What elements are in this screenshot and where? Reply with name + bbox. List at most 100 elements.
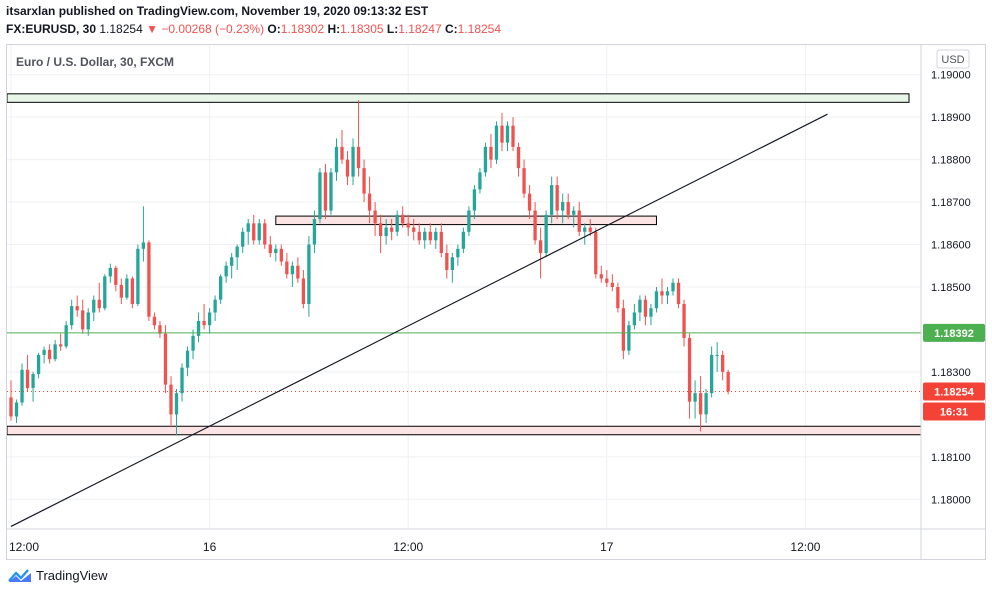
candle-body	[307, 244, 311, 304]
symbol-label: FX:EURUSD, 30	[6, 22, 97, 36]
candle-body	[218, 276, 223, 300]
chart-frame[interactable]: 1.19000 1.18900 1.18800 1.18700 1.18600 1.185…	[6, 44, 986, 560]
candle-body	[285, 261, 289, 275]
price-tick-label: 1.18700	[931, 197, 971, 209]
candle-body	[434, 231, 438, 241]
candle-body	[561, 202, 565, 211]
candle-body	[721, 354, 725, 372]
candle-body	[373, 210, 377, 224]
candle-body	[263, 223, 267, 245]
candle-body	[274, 248, 278, 254]
close-value: 1.18254	[457, 22, 502, 36]
candle-body	[58, 344, 63, 347]
price-tick-label: 1.18800	[931, 155, 971, 167]
candle-body	[621, 308, 626, 351]
candle-body	[390, 227, 394, 232]
candle-body	[130, 278, 135, 304]
candle-body	[362, 168, 366, 194]
time-tick-label: 12:00	[9, 540, 39, 554]
candle-body	[660, 291, 664, 296]
candle-body	[516, 146, 521, 169]
candle-body	[632, 312, 637, 326]
candle-body	[671, 282, 675, 292]
candle-body	[64, 325, 68, 347]
candle-body	[207, 312, 212, 326]
candle-body	[42, 349, 46, 355]
candle-body	[726, 371, 730, 392]
change-value: ▼ −0.00268 (−0.23%)	[146, 22, 265, 36]
candle-body	[246, 223, 250, 232]
candle-body	[627, 325, 631, 351]
candles	[9, 100, 730, 436]
candle-body	[296, 265, 300, 279]
candle-body	[185, 350, 190, 368]
candle-body	[141, 242, 146, 249]
candle-body	[196, 320, 201, 336]
candle-body	[180, 367, 184, 394]
candle-body	[312, 219, 317, 245]
tradingview-logo-icon[interactable]	[8, 568, 32, 583]
candle-body	[538, 240, 543, 254]
ohlc-line: FX:EURUSD, 30 1.18254 ▼ −0.00268 (−0.23%…	[6, 22, 501, 36]
candle-body	[119, 284, 123, 298]
candle-body	[500, 125, 504, 143]
candle-body	[605, 278, 609, 283]
candle-body	[75, 306, 79, 311]
candle-body	[494, 125, 499, 160]
candle-body	[147, 242, 151, 317]
candle-body	[406, 223, 410, 228]
candle-body	[14, 402, 19, 417]
candle-body	[53, 344, 57, 360]
candle-body	[70, 306, 74, 326]
price-tick-label: 1.18600	[931, 240, 971, 252]
candle-body	[698, 393, 703, 415]
candle-body	[616, 287, 620, 309]
countdown-label: 16:31	[940, 406, 968, 418]
close-label: C:	[444, 22, 458, 36]
candle-body	[169, 384, 173, 415]
open-label: O:	[267, 22, 281, 36]
candle-body	[378, 223, 383, 237]
candle-body	[555, 185, 559, 211]
chart-title: Euro / U.S. Dollar, 30, FXCM	[16, 55, 174, 69]
price-axis[interactable]: 1.19000 1.18900 1.18800 1.18700 1.18600 1.185…	[931, 70, 971, 507]
tradingview-brand[interactable]: TradingView	[36, 568, 108, 583]
candle-body	[456, 248, 460, 258]
open-value: 1.18302	[280, 22, 325, 36]
candlestick-chart[interactable]: 1.19000 1.18900 1.18800 1.18700 1.18600 1.185…	[6, 45, 985, 559]
candle-body	[235, 246, 239, 258]
candle-body	[356, 146, 361, 169]
candle-body	[125, 278, 129, 298]
candle-body	[25, 369, 30, 389]
price-labels: 1.18392 1.18254 16:31	[923, 323, 985, 421]
candle-body	[599, 274, 603, 279]
candle-body	[230, 257, 234, 266]
candle-body	[158, 325, 162, 334]
candle-body	[252, 223, 256, 241]
candle-body	[527, 193, 532, 211]
time-tick-label: 12:00	[393, 540, 423, 554]
candle-body	[191, 335, 195, 351]
candle-body	[345, 159, 350, 177]
candle-body	[367, 193, 372, 211]
candle-body	[241, 231, 245, 247]
candle-body	[401, 214, 405, 224]
candle-body	[478, 172, 482, 190]
candle-body	[687, 337, 692, 402]
currency-button[interactable]: USD	[936, 49, 970, 69]
last-price-label: 1.18254	[934, 386, 975, 398]
candle-body	[649, 308, 653, 317]
candle-body	[583, 227, 587, 232]
currency-label: USD	[941, 54, 964, 66]
candle-body	[334, 146, 339, 173]
zone-mid-range	[275, 215, 657, 226]
candle-body	[549, 185, 554, 215]
candle-body	[594, 231, 598, 275]
candle-body	[638, 299, 642, 313]
zone-support-bottom	[6, 425, 922, 436]
high-value: 1.18305	[340, 22, 384, 36]
candle-body	[290, 265, 295, 275]
price-tick-label: 1.18000	[931, 494, 971, 506]
candle-body	[163, 333, 168, 385]
